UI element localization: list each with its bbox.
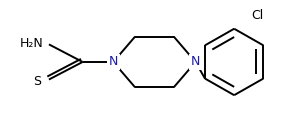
Text: N: N <box>191 55 200 68</box>
Text: Cl: Cl <box>251 9 263 22</box>
Text: N: N <box>109 55 118 68</box>
Text: S: S <box>33 75 41 88</box>
Text: H₂N: H₂N <box>20 37 44 50</box>
